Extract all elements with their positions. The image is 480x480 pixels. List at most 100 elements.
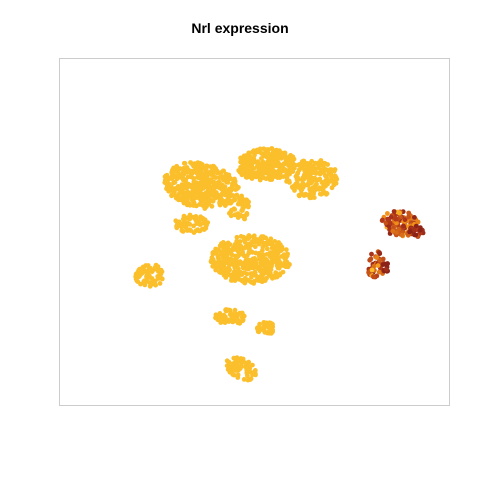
- data-point: [248, 258, 253, 264]
- data-point: [237, 199, 242, 204]
- data-point: [318, 167, 324, 173]
- data-point: [214, 168, 220, 174]
- data-point: [243, 174, 249, 180]
- data-point: [243, 163, 248, 169]
- data-point: [317, 171, 323, 177]
- data-point: [208, 184, 214, 190]
- data-point: [252, 270, 258, 275]
- data-point: [225, 367, 231, 372]
- data-point: [199, 226, 205, 232]
- data-point: [234, 315, 239, 321]
- data-point: [245, 242, 250, 248]
- data-point: [411, 227, 417, 233]
- data-point: [251, 148, 257, 154]
- data-point: [142, 278, 147, 284]
- data-point: [234, 234, 240, 240]
- data-point: [173, 218, 179, 224]
- data-point: [154, 264, 160, 270]
- data-point: [208, 197, 214, 203]
- data-point: [224, 199, 230, 205]
- chart-title: Nrl expression: [191, 20, 289, 36]
- data-point: [187, 216, 193, 222]
- data-point: [183, 223, 189, 229]
- data-point: [311, 170, 316, 176]
- data-point: [179, 228, 185, 233]
- data-point: [215, 253, 221, 259]
- data-point: [217, 175, 223, 180]
- data-point: [273, 152, 279, 157]
- data-point: [253, 174, 259, 180]
- data-point: [250, 370, 256, 376]
- data-point: [180, 195, 185, 201]
- data-point: [262, 164, 268, 169]
- data-point: [246, 150, 252, 156]
- data-point: [267, 254, 273, 259]
- data-point: [235, 367, 241, 373]
- data-point: [157, 281, 163, 286]
- data-point: [191, 203, 197, 208]
- data-point: [254, 277, 260, 283]
- data-point: [203, 170, 209, 176]
- data-point: [230, 312, 236, 317]
- data-point: [262, 147, 268, 153]
- data-point: [307, 161, 313, 166]
- data-point: [230, 262, 236, 267]
- data-point: [194, 170, 200, 176]
- data-point: [225, 180, 231, 185]
- data-point: [229, 252, 235, 258]
- data-point: [158, 268, 164, 273]
- data-point: [231, 372, 237, 378]
- data-point: [386, 218, 392, 223]
- data-point: [213, 192, 219, 198]
- data-point: [218, 170, 224, 176]
- data-point: [238, 234, 244, 239]
- data-point: [145, 273, 151, 278]
- data-point: [198, 214, 204, 220]
- data-point: [322, 161, 328, 166]
- data-point: [181, 165, 187, 171]
- data-point: [294, 180, 300, 186]
- data-point: [258, 277, 264, 283]
- data-point: [188, 228, 194, 234]
- data-point: [269, 146, 275, 152]
- data-point: [204, 204, 209, 210]
- data-point: [230, 319, 236, 325]
- data-point: [236, 168, 242, 173]
- data-point: [257, 254, 262, 260]
- data-point: [263, 242, 268, 248]
- data-point: [270, 160, 276, 166]
- data-point: [194, 190, 200, 196]
- data-point: [230, 181, 235, 187]
- data-point: [303, 169, 309, 175]
- data-point: [246, 364, 252, 369]
- data-point: [217, 201, 223, 206]
- data-point: [380, 256, 386, 262]
- data-point: [327, 178, 332, 184]
- data-point: [278, 174, 284, 180]
- data-point: [247, 246, 252, 251]
- data-point: [187, 221, 193, 227]
- data-point: [243, 156, 249, 162]
- data-point: [393, 216, 399, 222]
- data-point: [149, 268, 155, 274]
- data-point: [240, 213, 246, 219]
- data-point: [277, 247, 283, 252]
- data-point: [218, 320, 224, 325]
- data-point: [284, 174, 290, 180]
- data-point: [230, 368, 236, 374]
- data-point: [211, 164, 217, 170]
- data-point: [186, 181, 191, 187]
- data-point: [390, 228, 396, 234]
- data-point: [320, 185, 326, 191]
- data-point: [298, 161, 303, 167]
- data-point: [232, 257, 237, 263]
- data-point: [275, 161, 281, 166]
- data-point: [291, 184, 297, 189]
- data-point: [223, 173, 228, 179]
- data-point: [230, 198, 236, 203]
- data-point: [271, 168, 276, 173]
- data-point: [147, 283, 153, 289]
- data-point: [371, 274, 376, 280]
- data-point: [238, 356, 244, 361]
- data-point: [221, 312, 227, 318]
